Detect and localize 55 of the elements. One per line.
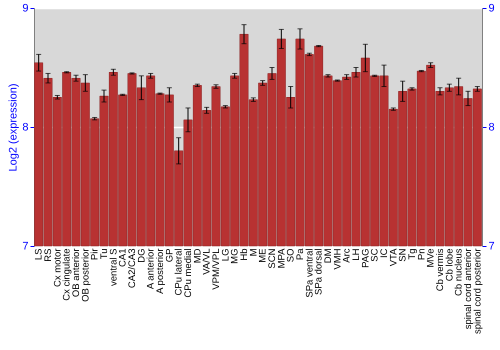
- x-tick-label: MVe: [426, 248, 437, 268]
- x-tick-label: LH: [351, 248, 362, 261]
- y2-tick-label: 9: [488, 2, 495, 14]
- x-tick-label: CA2/CA3: [127, 248, 138, 288]
- y2-tick-label: 7: [488, 240, 495, 252]
- x-tick-label: DG: [136, 248, 148, 263]
- x-tick-label: spinal cord anterior: [463, 248, 474, 330]
- y-tick-label: 9: [22, 2, 28, 14]
- x-tick-label: IC: [379, 248, 390, 258]
- y-tick-label: 7: [22, 240, 28, 252]
- y-axis-title: Log2 (expression): [7, 83, 20, 172]
- x-tick-label: Hb: [239, 248, 250, 261]
- x-tick-label: CPu lateral: [174, 248, 185, 296]
- x-tick-label: VA/VL: [202, 248, 213, 275]
- x-tick-label: Pn: [416, 248, 428, 260]
- x-tick-label: M: [248, 248, 260, 256]
- x-tick-label: SN: [398, 248, 409, 262]
- x-tick-label: SPa ventral: [304, 248, 316, 298]
- x-tick-label: VMH: [332, 248, 344, 270]
- x-tick-label: SO: [286, 248, 297, 262]
- x-tick-label: ventral S: [108, 248, 120, 286]
- x-tick-label: ME: [258, 248, 269, 263]
- x-tick-label: Cx cingulate: [62, 248, 73, 301]
- x-tick-label: SCN: [267, 248, 278, 269]
- x-tick-label: A posterior: [155, 248, 166, 294]
- x-tick-label: SPa dorsal: [314, 248, 325, 295]
- x-tick-label: OB anterior: [71, 248, 82, 298]
- x-tick-label: MD: [192, 248, 204, 264]
- x-tick-label: VPM/VPL: [211, 248, 222, 290]
- x-tick-label: SC: [370, 248, 381, 262]
- y2-tick-label: 8: [488, 122, 495, 134]
- x-tick-label: A anterior: [146, 248, 157, 290]
- x-tick-label: Pir: [90, 248, 101, 260]
- x-tick-label: Arc: [342, 248, 353, 263]
- x-tick-label: VTA: [388, 248, 400, 266]
- x-tick-label: PAG: [360, 248, 372, 268]
- x-tick-label: MG: [230, 248, 241, 264]
- x-tick-label: LG: [220, 248, 232, 262]
- x-tick-label: Pa: [295, 248, 306, 260]
- x-tick-label: CA1: [118, 248, 129, 267]
- x-tick-label: DM: [323, 248, 334, 264]
- x-tick-label: Tu: [99, 248, 110, 260]
- x-tick-label: Cb nucleus: [454, 248, 465, 296]
- x-tick-label: MPA: [276, 248, 288, 268]
- x-tick-label: CPu medial: [183, 248, 194, 298]
- x-tick-label: Cb lobe: [444, 248, 456, 282]
- x-tick-label: GP: [164, 248, 176, 262]
- y-tick-label: 8: [22, 122, 28, 134]
- x-tick-label: LS: [34, 248, 45, 260]
- x-tick-label: spinal cord posterior: [472, 248, 484, 334]
- x-tick-label: Tg: [407, 248, 418, 260]
- x-tick-label: Cb vermis: [435, 248, 446, 292]
- x-tick-label: OB posterior: [80, 248, 92, 302]
- x-tick-label: Cx motor: [52, 248, 64, 288]
- x-tick-label: RS: [43, 248, 54, 262]
